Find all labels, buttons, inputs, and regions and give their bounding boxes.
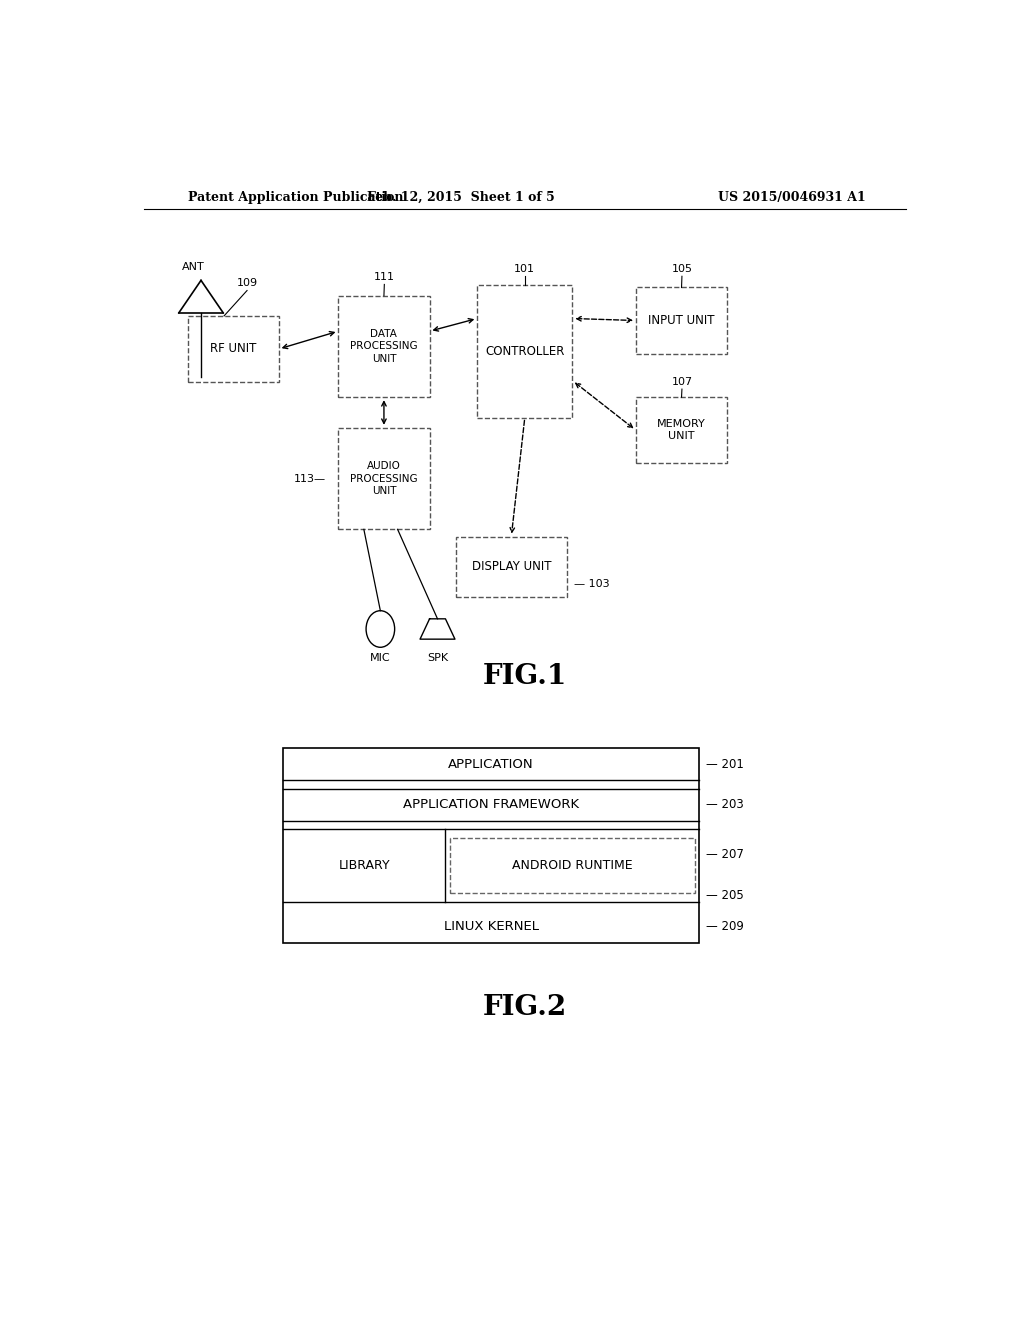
Text: MEMORY
UNIT: MEMORY UNIT (657, 418, 706, 441)
Text: AUDIO
PROCESSING
UNIT: AUDIO PROCESSING UNIT (350, 461, 418, 496)
Text: — 205: — 205 (706, 888, 743, 902)
Bar (456, 536, 567, 598)
Bar (283, 748, 699, 942)
Text: 105: 105 (672, 264, 692, 275)
Text: DISPLAY UNIT: DISPLAY UNIT (472, 561, 551, 573)
Bar (636, 397, 727, 463)
Bar (187, 315, 279, 381)
Text: DATA
PROCESSING
UNIT: DATA PROCESSING UNIT (350, 329, 418, 364)
Bar (636, 288, 727, 354)
Text: 111: 111 (374, 272, 395, 282)
Text: — 203: — 203 (706, 799, 743, 812)
Text: CONTROLLER: CONTROLLER (485, 345, 564, 358)
Text: 107: 107 (672, 378, 692, 387)
Text: SPK: SPK (427, 653, 449, 664)
Text: ANT: ANT (182, 263, 205, 272)
Bar (451, 838, 694, 894)
Text: LIBRARY: LIBRARY (338, 859, 390, 873)
Text: RF UNIT: RF UNIT (210, 342, 256, 355)
Bar (477, 285, 572, 417)
Text: INPUT UNIT: INPUT UNIT (648, 314, 715, 327)
Text: 101: 101 (514, 264, 536, 275)
Text: 109: 109 (237, 279, 258, 289)
Text: — 207: — 207 (706, 849, 743, 861)
Text: US 2015/0046931 A1: US 2015/0046931 A1 (718, 191, 866, 205)
Text: LINUX KERNEL: LINUX KERNEL (443, 920, 539, 933)
Bar (338, 296, 430, 397)
Text: APPLICATION FRAMEWORK: APPLICATION FRAMEWORK (403, 799, 580, 812)
Text: Feb. 12, 2015  Sheet 1 of 5: Feb. 12, 2015 Sheet 1 of 5 (368, 191, 555, 205)
Text: — 209: — 209 (706, 920, 743, 933)
Text: Patent Application Publication: Patent Application Publication (187, 191, 403, 205)
Bar (338, 428, 430, 529)
Text: FIG.1: FIG.1 (482, 663, 567, 690)
Text: FIG.2: FIG.2 (482, 994, 567, 1020)
Text: — 201: — 201 (706, 758, 743, 771)
Text: ANDROID RUNTIME: ANDROID RUNTIME (512, 859, 633, 873)
Text: — 103: — 103 (574, 579, 609, 589)
Text: APPLICATION: APPLICATION (449, 758, 534, 771)
Text: MIC: MIC (370, 653, 391, 664)
Text: 113—: 113— (294, 474, 327, 483)
